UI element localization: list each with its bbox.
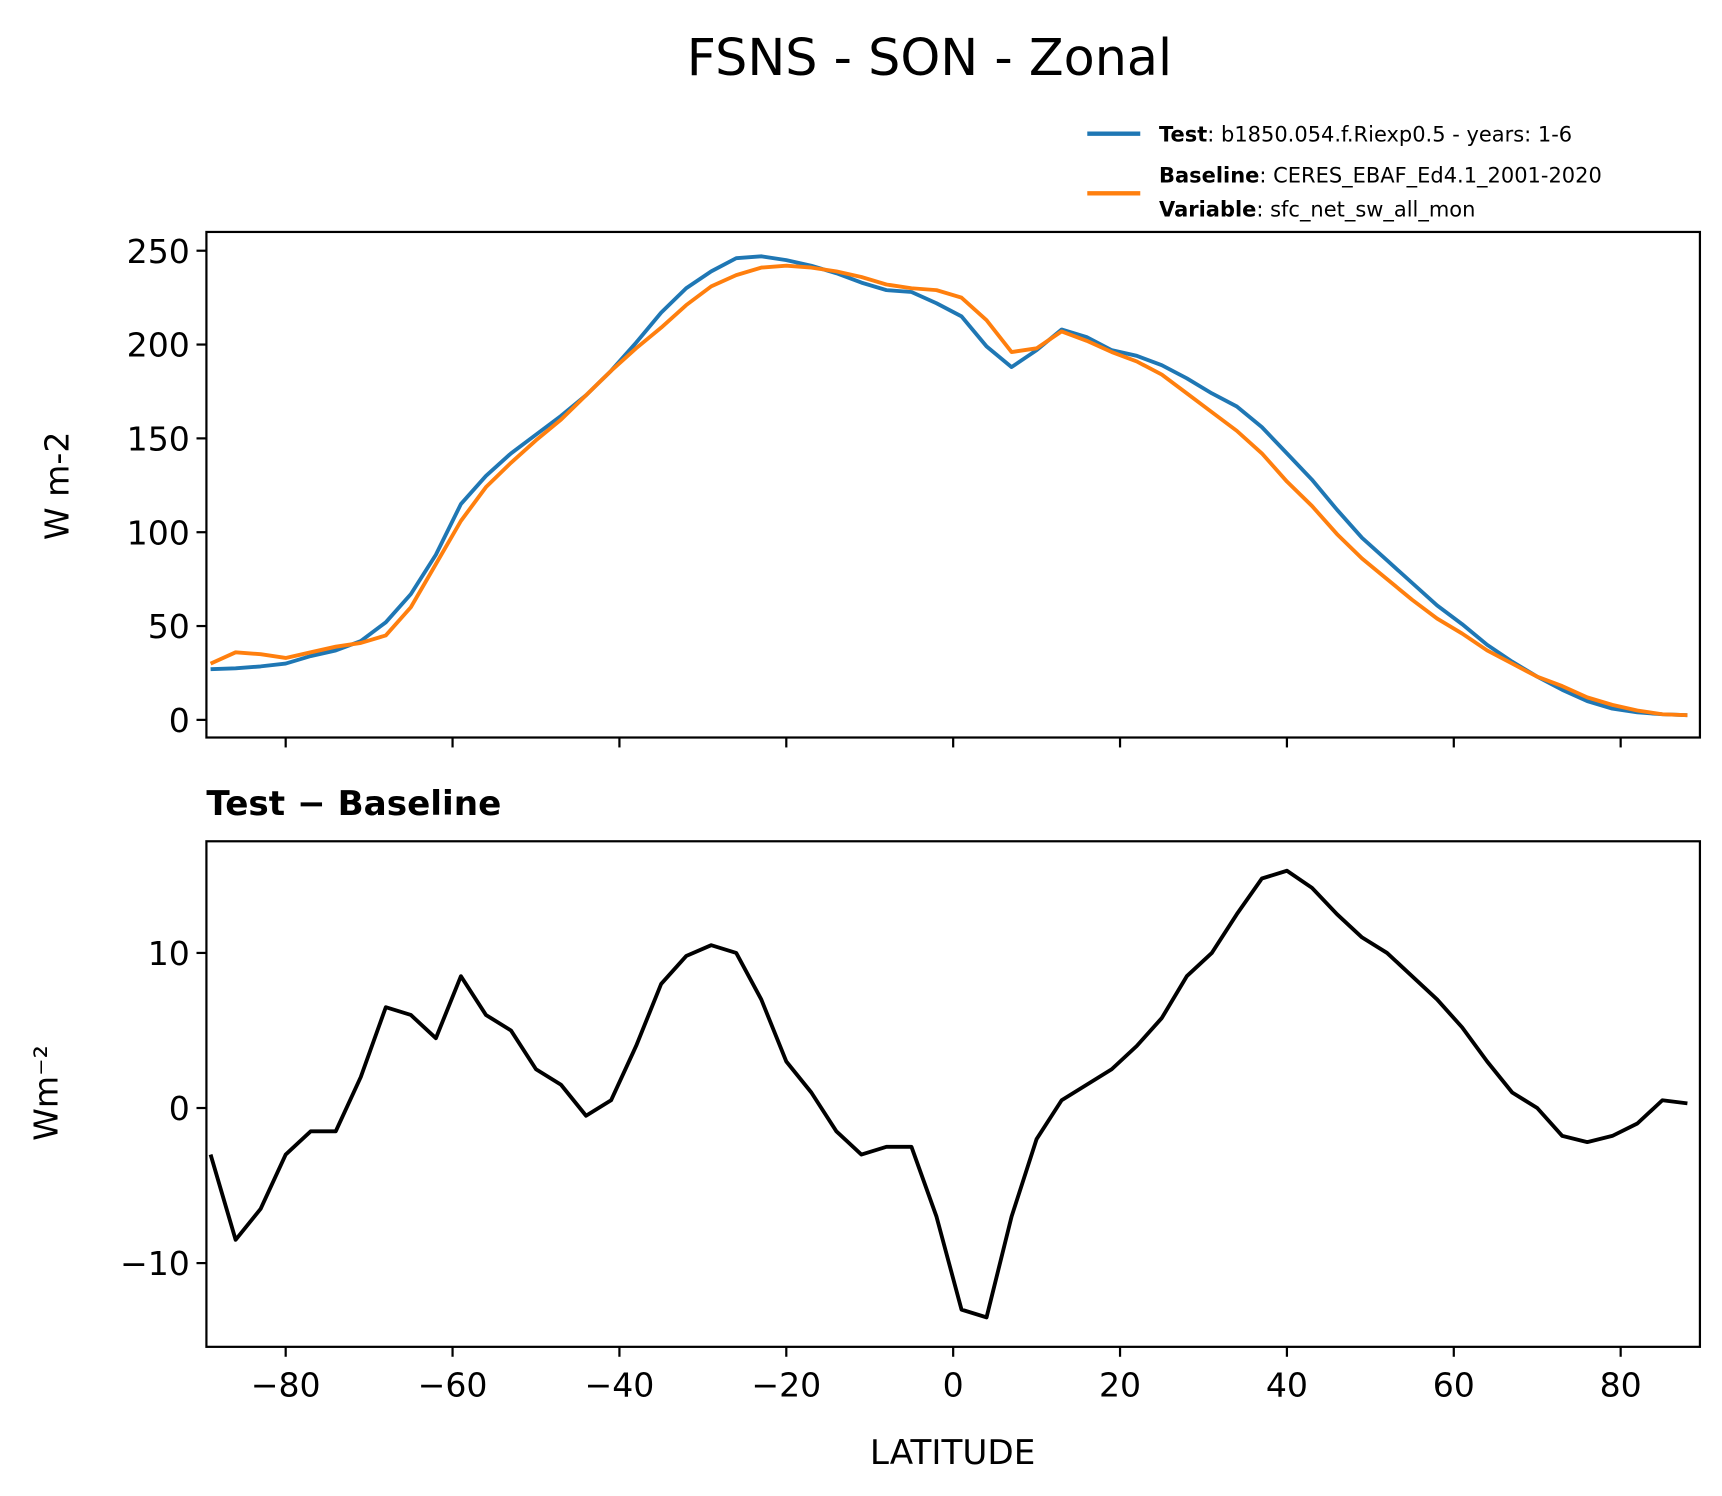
y-tick-label: 10	[148, 934, 190, 973]
x-axis-label: LATITUDE	[870, 1433, 1035, 1473]
legend-name: Baseline	[1159, 163, 1259, 187]
x-tick-label: 80	[1600, 1366, 1642, 1405]
x-tick-label: −40	[584, 1366, 654, 1405]
y-tick-label: 50	[148, 607, 190, 646]
y-axis-label: W m-2	[37, 432, 76, 541]
x-tick-label: −80	[251, 1366, 321, 1405]
chart-title: FSNS - SON - Zonal	[687, 28, 1172, 87]
legend-detail: : CERES_EBAF_Ed4.1_2001-2020	[1259, 163, 1601, 188]
panel-title: Test − Baseline	[206, 784, 501, 824]
legend-detail: : b1850.054.f.Riexp0.5 - years: 1-6	[1207, 122, 1572, 146]
legend-name: Test	[1159, 122, 1207, 146]
legend-entry: Test: b1850.054.f.Riexp0.5 - years: 1-6	[1159, 122, 1572, 146]
y-tick-label: 0	[169, 1089, 190, 1128]
x-tick-label: 20	[1099, 1366, 1141, 1405]
legend-detail: : sfc_net_sw_all_mon	[1256, 197, 1475, 222]
x-tick-label: −60	[418, 1366, 488, 1405]
y-tick-label: 200	[127, 326, 190, 365]
data-line	[208, 868, 1688, 1320]
y-tick-label: 100	[127, 513, 190, 552]
y-tick-label: 0	[169, 701, 190, 740]
legend-name: Variable	[1159, 197, 1256, 221]
y-tick-label: −10	[120, 1244, 190, 1283]
x-tick-label: 0	[943, 1366, 964, 1405]
y-tick-label: 250	[127, 232, 190, 271]
x-tick-label: −20	[751, 1366, 821, 1405]
legend-entry: Variable: sfc_net_sw_all_mon	[1159, 197, 1475, 222]
y-axis-label: Wm⁻²	[26, 1045, 65, 1141]
plot-frame	[205, 840, 1702, 1348]
x-tick-label: 40	[1266, 1366, 1308, 1405]
data-line	[210, 254, 1688, 718]
x-tick-label: 60	[1433, 1366, 1475, 1405]
data-line	[209, 263, 1688, 718]
legend-entry: Baseline: CERES_EBAF_Ed4.1_2001-2020	[1159, 163, 1602, 188]
legend: Test: b1850.054.f.Riexp0.5 - years: 1-6 …	[1087, 122, 1602, 222]
y-tick-label: 150	[127, 420, 190, 459]
plot-frame	[205, 230, 1702, 739]
